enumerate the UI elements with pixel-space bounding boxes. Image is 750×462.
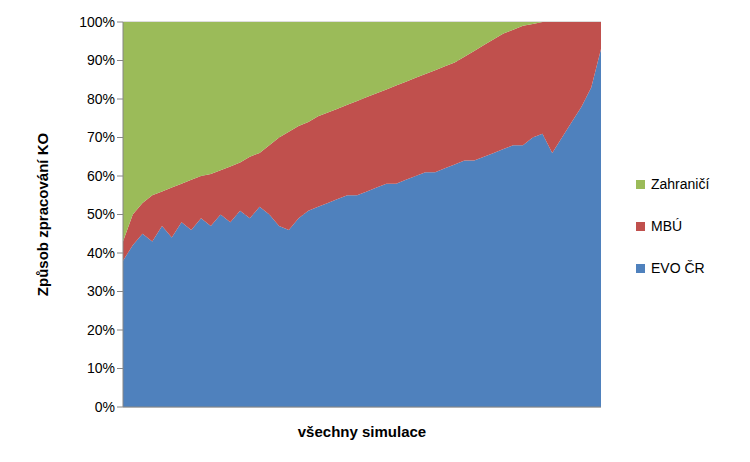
svg-text:100%: 100% <box>79 14 115 30</box>
html-text:Zahraničí: Zahraničí <box>651 176 710 192</box>
svg-text:0%: 0% <box>95 399 115 415</box>
html-text:MBÚ: MBÚ <box>651 218 683 234</box>
svg-text:20%: 20% <box>87 322 115 338</box>
svg-text:Způsob zpracování KO: Způsob zpracování KO <box>34 132 51 296</box>
svg-text:90%: 90% <box>87 52 115 68</box>
svg-text:30%: 30% <box>87 283 115 299</box>
svg-text:10%: 10% <box>87 360 115 376</box>
svg-text:50%: 50% <box>87 206 115 222</box>
svg-text:všechny simulace: všechny simulace <box>298 423 426 440</box>
svg-text:70%: 70% <box>87 129 115 145</box>
html-text:EVO ČR: EVO ČR <box>651 260 705 276</box>
svg-text:80%: 80% <box>87 91 115 107</box>
svg-text:40%: 40% <box>87 245 115 261</box>
svg-text:60%: 60% <box>87 168 115 184</box>
